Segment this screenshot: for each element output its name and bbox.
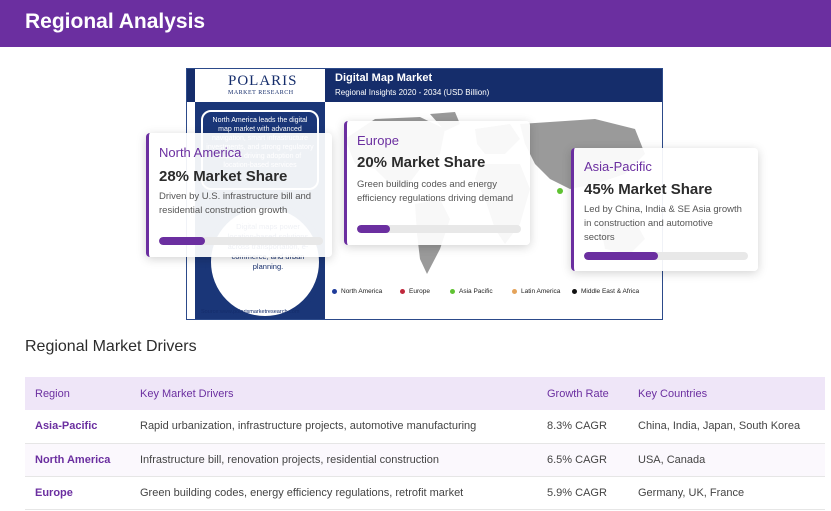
- legend-label: Asia Pacific: [459, 288, 493, 295]
- card-region-label: North America: [159, 145, 242, 160]
- card-progress-fill: [584, 252, 658, 260]
- cell-countries: China, India, Japan, South Korea: [628, 410, 825, 444]
- legend-item-latin-america: Latin America: [512, 288, 560, 295]
- card-region-label: Asia-Pacific: [584, 159, 652, 174]
- map-legend: North America Europe Asia Pacific Latin …: [332, 288, 662, 300]
- card-market-share: 45% Market Share: [584, 181, 713, 198]
- legend-dot-icon: [332, 288, 337, 294]
- polaris-logo: POLARIS MARKET RESEARCH: [195, 69, 325, 102]
- card-description: Led by China, India & SE Asia growth in …: [584, 204, 742, 243]
- legend-label: Middle East & Africa: [581, 288, 640, 295]
- card-market-share: 28% Market Share: [159, 168, 288, 185]
- drivers-table: Region Key Market Drivers Growth Rate Ke…: [25, 377, 825, 510]
- card-progress-bar: [159, 237, 323, 245]
- cell-growth: 5.9% CAGR: [537, 476, 628, 510]
- logo-wordmark: POLARIS: [228, 73, 298, 89]
- legend-item-north-america: North America: [332, 288, 382, 295]
- region-card-asia-pacific: Asia-Pacific 45% Market Share Led by Chi…: [571, 148, 758, 271]
- drivers-section-title: Regional Market Drivers: [25, 338, 197, 355]
- column-header-countries: Key Countries: [628, 377, 825, 410]
- table-row: North America Infrastructure bill, renov…: [25, 443, 825, 477]
- card-market-share: 20% Market Share: [357, 154, 486, 171]
- infographic-subtitle: Regional Insights 2020 - 2034 (USD Billi…: [335, 88, 490, 97]
- column-header-growth: Growth Rate: [537, 377, 628, 410]
- cell-drivers: Infrastructure bill, renovation projects…: [130, 443, 537, 477]
- map-marker-asia-pacific: [557, 188, 563, 194]
- card-progress-bar: [357, 225, 521, 233]
- column-header-region: Region: [25, 377, 130, 410]
- legend-dot-icon: [512, 288, 517, 294]
- card-progress-bar: [584, 252, 748, 260]
- legend-label: Latin America: [521, 288, 561, 295]
- table-header-row: Region Key Market Drivers Growth Rate Ke…: [25, 377, 825, 410]
- legend-dot-icon: [450, 288, 455, 294]
- legend-label: North America: [341, 288, 383, 295]
- section-header: Regional Analysis: [0, 0, 831, 47]
- source-credit: Source:www.polarismarketresearch.com: [201, 309, 300, 315]
- cell-drivers: Rapid urbanization, infrastructure proje…: [130, 410, 537, 444]
- cell-region: Europe: [25, 476, 130, 510]
- page-title: Regional Analysis: [25, 10, 206, 33]
- card-region-label: Europe: [357, 133, 399, 148]
- region-card-north-america: North America 28% Market Share Driven by…: [146, 133, 332, 257]
- cell-growth: 6.5% CAGR: [537, 443, 628, 477]
- cell-countries: Germany, UK, France: [628, 476, 825, 510]
- infographic-title: Digital Map Market: [335, 72, 433, 84]
- table-row: Europe Green building codes, energy effi…: [25, 476, 825, 510]
- legend-dot-icon: [400, 288, 405, 294]
- card-description: Green building codes and energy efficien…: [357, 179, 514, 204]
- region-card-europe: Europe 20% Market Share Green building c…: [344, 121, 530, 245]
- card-progress-fill: [357, 225, 390, 233]
- cell-countries: USA, Canada: [628, 443, 825, 477]
- legend-item-asia-pacific: Asia Pacific: [450, 288, 493, 295]
- card-description: Driven by U.S. infrastructure bill and r…: [159, 191, 312, 216]
- legend-label: Europe: [409, 288, 430, 295]
- legend-item-middle-east-africa: Middle East & Africa: [572, 288, 639, 295]
- table-row: Asia-Pacific Rapid urbanization, infrast…: [25, 410, 825, 444]
- cell-growth: 8.3% CAGR: [537, 410, 628, 444]
- legend-item-europe: Europe: [400, 288, 430, 295]
- cell-region: North America: [25, 443, 130, 477]
- legend-dot-icon: [572, 288, 577, 294]
- column-header-drivers: Key Market Drivers: [130, 377, 537, 410]
- logo-tagline: MARKET RESEARCH: [228, 90, 294, 96]
- cell-region: Asia-Pacific: [25, 410, 130, 444]
- cell-drivers: Green building codes, energy efficiency …: [130, 476, 537, 510]
- card-progress-fill: [159, 237, 205, 245]
